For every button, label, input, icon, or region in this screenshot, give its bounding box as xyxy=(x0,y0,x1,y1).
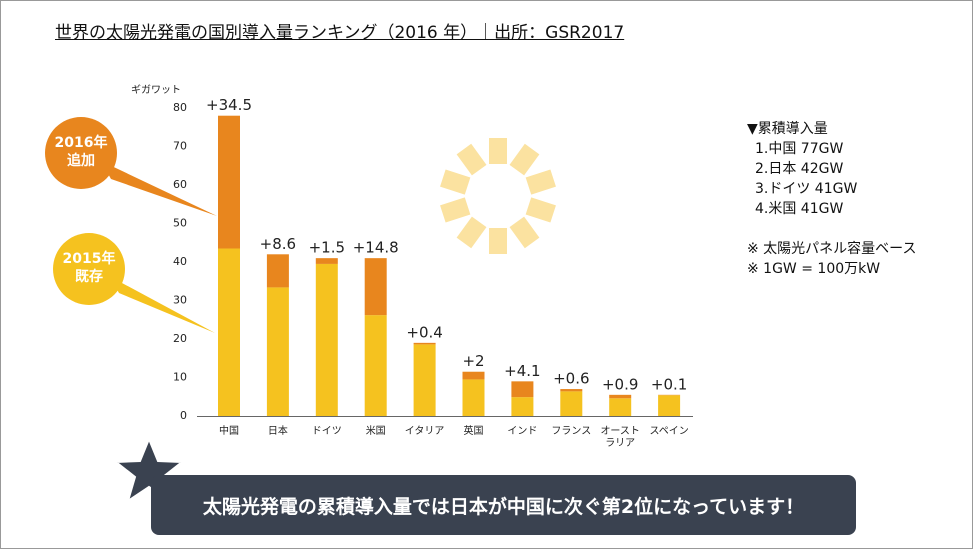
bar-segment xyxy=(364,258,387,316)
x-tick-label: 中国 xyxy=(219,426,239,437)
x-tick-label: イタリア xyxy=(404,426,445,437)
legend-swatch xyxy=(45,117,117,189)
legend-pointer xyxy=(101,161,217,216)
value-label: +14.8 xyxy=(353,239,399,257)
bar-segment xyxy=(218,248,240,416)
y-tick-label: 70 xyxy=(173,140,187,153)
legend-swatch xyxy=(53,233,125,305)
value-label: +2 xyxy=(462,352,484,370)
bar-segment xyxy=(315,258,338,264)
bar-segment xyxy=(364,315,387,416)
bar-segment xyxy=(560,391,583,416)
bar-segment xyxy=(511,381,534,398)
bar-segment xyxy=(413,342,436,345)
x-tick-label: スペイン xyxy=(649,426,689,437)
notes-heading: ▼累積導入量 xyxy=(747,121,828,137)
y-tick-label: 80 xyxy=(173,101,187,114)
value-label: +1.5 xyxy=(309,239,345,257)
slide-title: 世界の太陽光発電の国別導入量ランキング（2016 年）｜出所：GSR2017 xyxy=(55,23,625,43)
note-item: 1.中国 77GW xyxy=(755,141,844,157)
value-label: +34.5 xyxy=(206,96,252,114)
bar-segment xyxy=(609,394,632,399)
y-tick-label: 40 xyxy=(173,255,187,268)
banner: 太陽光発電の累積導入量では日本が中国に次ぐ第2位になっています！ xyxy=(151,475,856,535)
note-item: 4.米国 41GW xyxy=(755,201,844,217)
y-tick-label: 60 xyxy=(173,178,187,191)
sun-decoration xyxy=(440,138,556,254)
x-tick-label: オースト ラリア xyxy=(600,426,640,449)
bar-segment xyxy=(658,395,681,416)
bar-segment xyxy=(315,263,338,416)
value-label: +0.6 xyxy=(553,370,589,388)
note-item: 3.ドイツ 41GW xyxy=(755,181,858,197)
legend-label: 2016年 追加 xyxy=(54,135,108,170)
value-label: +0.1 xyxy=(651,375,687,393)
y-tick-label: 20 xyxy=(173,332,187,345)
bar-segment xyxy=(462,379,485,416)
y-tick-label: 10 xyxy=(173,371,187,384)
bar-segment xyxy=(609,398,632,416)
x-tick-label: 英国 xyxy=(463,426,484,437)
bar-segment xyxy=(560,389,583,392)
y-tick-label: 50 xyxy=(173,217,187,230)
bar-segment xyxy=(218,115,240,249)
legend-label: 2015年 既存 xyxy=(62,251,116,286)
bar-segment xyxy=(511,397,534,416)
y-tick-label: 30 xyxy=(173,294,187,307)
value-label: +8.6 xyxy=(260,235,296,253)
y-axis-label: ギガワット xyxy=(131,84,181,96)
star-icon xyxy=(113,436,185,504)
footnote: ※ 1GW = 100万kW xyxy=(747,261,881,277)
x-tick-label: フランス xyxy=(551,426,592,437)
x-tick-label: ドイツ xyxy=(311,426,342,437)
notes: ▼累積導入量 1.中国 77GW 2.日本 42GW 3.ドイツ 41GW 4.… xyxy=(747,119,916,279)
x-tick-label: 日本 xyxy=(267,426,288,437)
x-tick-label: インド xyxy=(507,426,538,437)
value-label: +0.9 xyxy=(602,375,638,393)
bar-segment xyxy=(462,371,485,380)
note-item: 2.日本 42GW xyxy=(755,161,844,177)
value-label: +0.4 xyxy=(406,323,442,341)
y-tick-label: 0 xyxy=(180,409,187,422)
bar-segment xyxy=(266,287,289,416)
x-tick-label: 米国 xyxy=(365,426,386,437)
bar-segment xyxy=(266,254,289,288)
legend-pointer xyxy=(109,276,215,333)
footnote: ※ 太陽光パネル容量ベース xyxy=(747,241,917,257)
value-label: +4.1 xyxy=(504,362,540,380)
bar-segment xyxy=(413,344,436,416)
